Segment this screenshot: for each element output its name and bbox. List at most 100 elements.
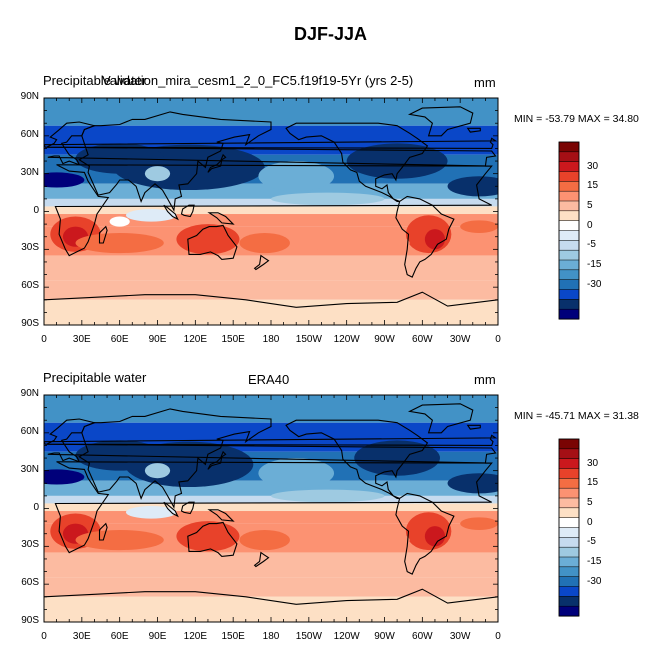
lat-tick-label: 30S [21,539,39,551]
colorbar-swatch [558,279,580,291]
lat-tick-label: 30N [20,463,39,475]
colorbar-swatch [558,249,580,261]
lon-tick-label: 180 [262,631,280,642]
figure-title: DJF-JJA [293,24,368,44]
lat-tick-label: 90S [21,615,39,626]
lon-tick-label: 90W [374,631,395,642]
colorbar-swatch [558,220,580,232]
lon-tick-label: 60W [412,334,433,345]
lon-tick-label: 30E [72,631,91,642]
colorbar-swatch [558,478,580,489]
lon-tick-label: 90W [374,334,395,345]
colorbar-label: -15 [587,555,602,567]
lon-tick-label: 150E [221,334,245,345]
colorbar-swatch [558,240,580,251]
colorbar-label: -5 [587,239,596,251]
lon-tick-label: 90E [148,334,167,345]
panel2-minmax: MIN = -45.71 MAX = 31.38 [514,410,639,422]
lon-tick-label: 120W [333,334,360,345]
colorbar-label: 15 [587,477,599,489]
colorbar-swatch [558,507,580,519]
lon-tick-label: 180 [262,334,280,345]
colorbar-swatch [558,546,580,558]
colorbar-swatch [558,230,580,241]
lat-tick-label: 0 [33,501,39,513]
colorbar-swatch [558,586,580,597]
pw-field [44,98,498,325]
colorbar-swatch [558,269,580,281]
lat-tick-label: 30N [20,166,39,178]
colorbar-swatch [558,200,580,212]
lat-tick-label: 90N [20,388,39,399]
colorbar-2 [558,438,580,617]
lon-tick-label: 150E [221,631,245,642]
lon-tick-label: 120W [333,631,360,642]
coastlines [44,403,498,605]
colorbar-swatch [558,289,580,300]
colorbar-swatch [558,141,580,153]
colorbar-swatch [558,171,580,182]
panel2-units: mm [474,372,496,387]
colorbar-swatch [558,537,580,548]
lon-tick-label: 30W [449,334,471,345]
pw-field [44,395,498,622]
colorbar-swatch [558,259,580,271]
colorbar-label: 30 [587,457,599,469]
lat-tick-label: 60S [21,280,39,292]
lon-tick-label: 0 [41,631,47,642]
lon-tick-label: 120E [183,631,207,642]
panel1-center-title: Validation_mira_cesm1_2_0_FC5.f19f19-5Yr… [102,73,414,88]
colorbar-label: -30 [587,278,602,290]
lon-tick-label: 60E [110,631,129,642]
lon-tick-label: 150W [295,334,322,345]
lon-tick-label: 0 [41,334,47,345]
colorbar-label: 0 [587,516,593,528]
lon-tick-label: 120E [183,334,207,345]
lon-tick-label: 60W [412,631,433,642]
colorbar-label: 5 [587,496,593,508]
lat-tick-label: 30S [21,242,39,254]
map-panel-2 [43,394,580,623]
lon-tick-label: 30W [449,631,471,642]
colorbar-swatch [558,566,580,578]
colorbar-swatch [558,468,580,479]
lon-tick-label: 0 [495,631,501,642]
coastlines [44,106,498,308]
colorbar-swatch [558,190,580,202]
panel2-center-title: ERA40 [248,372,290,387]
colorbar-swatch [558,605,580,617]
colorbar-swatch [558,576,580,588]
colorbar-swatch [558,556,580,568]
lon-tick-label: 90E [148,631,167,642]
colorbar-swatch [558,527,580,538]
lon-tick-label: 60E [110,334,129,345]
panel2-left-title: Precipitable water [43,370,147,385]
colorbar-swatch [558,596,580,607]
panel1-units: mm [474,75,496,90]
lon-tick-label: 0 [495,334,501,345]
colorbar-swatch [558,458,580,470]
lat-tick-label: 60N [20,425,39,437]
panel1-minmax: MIN = -53.79 MAX = 34.80 [514,113,639,125]
colorbar-swatch [558,438,580,450]
colorbar-label: -5 [587,536,596,548]
colorbar-swatch [558,308,580,320]
map-panel-1 [43,97,580,326]
colorbar-swatch [558,161,580,173]
colorbar-swatch [558,210,580,222]
colorbar-swatch [558,497,580,509]
lat-tick-label: 90S [21,318,39,329]
lat-tick-label: 0 [33,204,39,216]
lat-tick-label: 60S [21,577,39,589]
colorbar-label: -15 [587,258,602,270]
colorbar-swatch [558,517,580,529]
colorbar-swatch [558,151,580,163]
colorbar-label: 30 [587,160,599,172]
colorbar-label: 0 [587,219,593,231]
lon-tick-label: 30E [72,334,91,345]
lat-tick-label: 60N [20,128,39,140]
colorbar-label: 5 [587,199,593,211]
colorbar-1 [558,141,580,320]
colorbar-swatch [558,299,580,310]
